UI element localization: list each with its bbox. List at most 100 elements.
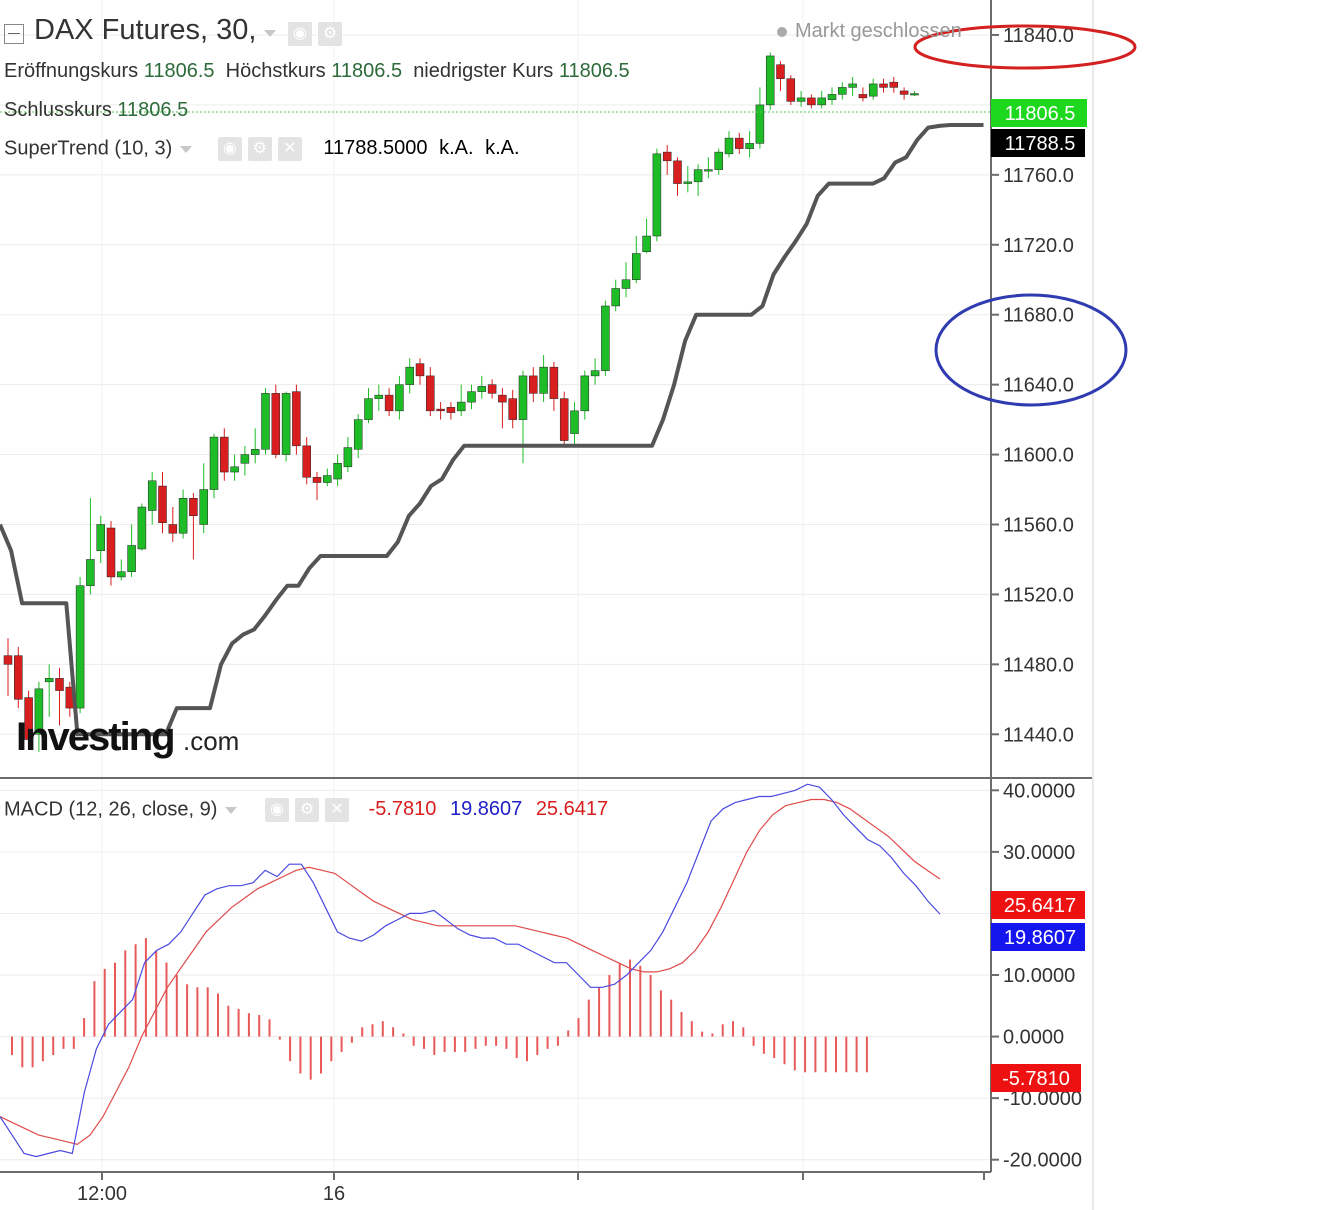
candle-body <box>281 393 291 455</box>
macd-axis[interactable]: 40.0000 30.0000 10.0000 0.0000 -10.0000 -20.0… <box>991 780 1082 1172</box>
close-label: Schlusskurs <box>4 99 112 121</box>
candle-body <box>498 394 507 403</box>
price-axis[interactable]: 11840.0 11760.0 11720.0 11680.0 11640.0 11600… <box>991 25 1074 746</box>
open-label: Eröffnungskurs <box>4 60 139 82</box>
candle-body <box>848 83 857 88</box>
candle-body <box>518 375 528 420</box>
grid-lines <box>0 0 991 1172</box>
watermark-brand: Investing <box>16 715 174 759</box>
candle-body <box>621 279 631 289</box>
candle-body <box>858 94 868 99</box>
candle-body <box>24 697 33 740</box>
candle-body <box>549 366 559 399</box>
ohlc-legend: Eröffnungskurs 11806.5 Höchstkurs 11806.… <box>4 60 630 83</box>
macd-value-tag-text: 19.8607 <box>1004 927 1076 949</box>
candle-body <box>34 688 44 735</box>
macd-histogram-value: -5.7810 <box>368 798 437 821</box>
y-tick-label: 11520.0 <box>1003 584 1074 606</box>
x-tick-label: 16 <box>323 1183 345 1205</box>
candle-body <box>714 151 723 170</box>
candle-body <box>838 87 847 95</box>
chevron-down-icon[interactable] <box>180 145 193 153</box>
eye-icon[interactable]: ◉ <box>217 137 242 161</box>
candle-body <box>353 419 363 450</box>
candle-body <box>250 449 260 455</box>
low-label: niedrigster Kurs <box>413 60 554 82</box>
candle-body <box>570 410 579 434</box>
candle-body <box>405 366 414 385</box>
candle-body <box>343 447 353 468</box>
candle-body <box>590 370 600 377</box>
close-icon[interactable]: ✕ <box>277 137 302 161</box>
last-price-tag-text: 11806.5 <box>1005 103 1076 125</box>
candle-body <box>209 436 219 490</box>
candle-body <box>559 398 569 441</box>
macd-line <box>0 783 941 1158</box>
time-axis[interactable]: 12:00 16 <box>77 1172 985 1205</box>
candle-body <box>55 678 64 691</box>
y-tick-label: 11480.0 <box>1003 654 1074 676</box>
annotation-red-ellipse <box>913 24 1137 70</box>
eye-icon[interactable]: ◉ <box>264 798 289 822</box>
candle-body <box>539 366 548 394</box>
close-value: 11806.5 <box>117 99 189 121</box>
y-tick-label: 30.0000 <box>1003 842 1075 864</box>
eye-icon[interactable]: ◉ <box>288 21 312 46</box>
candle-body <box>147 480 157 511</box>
candle-body <box>374 394 384 399</box>
gear-icon[interactable]: ⚙ <box>294 798 319 822</box>
low-value: 11806.5 <box>558 60 630 82</box>
candle-body <box>14 655 23 700</box>
supertrend-label[interactable]: SuperTrend (10, 3) <box>4 137 173 160</box>
candle-body <box>426 375 435 412</box>
candle-body <box>817 97 826 106</box>
macd-label[interactable]: MACD (12, 26, close, 9) <box>4 798 218 821</box>
macd-legend: MACD (12, 26, close, 9) ◉ ⚙ ✕ -5.7810 19.8… <box>4 798 608 822</box>
gear-icon[interactable]: ⚙ <box>247 137 272 161</box>
candle-body <box>127 545 136 572</box>
candle-body <box>106 527 116 578</box>
y-tick-label: -10.0000 <box>1003 1088 1082 1110</box>
candle-body <box>899 90 909 95</box>
open-value: 11806.5 <box>143 60 215 82</box>
candle-body <box>910 93 919 96</box>
high-label: Höchstkurs <box>225 60 326 82</box>
collapse-icon[interactable] <box>4 23 24 44</box>
y-tick-label: 11680.0 <box>1003 305 1074 327</box>
candle-body <box>776 64 785 79</box>
supertrend-tag-text: 11788.5 <box>1005 133 1076 155</box>
candle-body <box>580 375 590 412</box>
y-tick-label: 11600.0 <box>1003 445 1074 467</box>
y-tick-label: 11760.0 <box>1003 165 1074 187</box>
candle-body <box>302 445 311 478</box>
y-tick-label: 0.0000 <box>1003 1027 1064 1049</box>
candle-body <box>436 408 445 412</box>
symbol-header: DAX Futures, 30, ◉ ⚙ <box>4 14 348 47</box>
candle-body <box>735 137 744 149</box>
candle-body <box>178 498 188 534</box>
macd-histogram <box>11 938 868 1080</box>
macd-signal-value: 25.6417 <box>535 798 609 821</box>
candle-body <box>261 393 270 450</box>
chevron-down-icon[interactable] <box>264 30 277 38</box>
supertrend-na-2: k.A. <box>485 137 520 160</box>
close-icon[interactable]: ✕ <box>324 798 349 822</box>
histogram-value-tag-text: -5.7810 <box>1002 1068 1070 1090</box>
candle-body <box>827 94 837 100</box>
y-tick-label: 10.0000 <box>1003 965 1075 987</box>
candle-body <box>652 153 662 237</box>
candle-body <box>673 160 682 184</box>
gear-icon[interactable]: ⚙ <box>318 21 342 46</box>
y-tick-label: 11440.0 <box>1003 724 1074 746</box>
supertrend-value: 11788.5000 <box>323 137 428 160</box>
candle-body <box>796 97 806 102</box>
y-tick-label: 11640.0 <box>1003 375 1074 397</box>
candle-body <box>44 678 54 683</box>
candle-body <box>807 97 816 106</box>
candle-body <box>693 169 703 183</box>
close-legend: Schlusskurs 11806.5 <box>4 99 188 122</box>
candle-body <box>333 463 342 480</box>
chevron-down-icon[interactable] <box>225 806 238 814</box>
candle-body <box>632 253 641 280</box>
